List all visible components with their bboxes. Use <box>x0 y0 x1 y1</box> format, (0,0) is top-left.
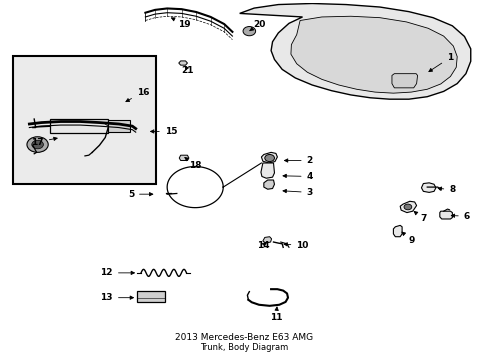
Text: 13: 13 <box>100 293 133 302</box>
Polygon shape <box>264 180 274 189</box>
Text: 18: 18 <box>184 158 201 170</box>
Text: 19: 19 <box>171 18 190 28</box>
Text: 3: 3 <box>283 188 312 197</box>
Polygon shape <box>399 201 416 213</box>
Text: 4: 4 <box>283 172 312 181</box>
Polygon shape <box>261 163 274 178</box>
Circle shape <box>264 154 274 162</box>
Polygon shape <box>263 237 271 243</box>
Text: 20: 20 <box>249 19 264 31</box>
Polygon shape <box>439 211 451 219</box>
Text: 9: 9 <box>401 232 414 245</box>
Circle shape <box>243 27 255 36</box>
Text: 2: 2 <box>284 156 312 165</box>
Text: 21: 21 <box>182 66 194 75</box>
Polygon shape <box>290 16 456 93</box>
Text: 7: 7 <box>413 211 426 224</box>
Text: 6: 6 <box>450 212 469 221</box>
Polygon shape <box>179 61 187 65</box>
Circle shape <box>27 137 48 152</box>
Text: 1: 1 <box>428 53 452 72</box>
Circle shape <box>32 140 43 149</box>
Bar <box>108 120 130 132</box>
Polygon shape <box>421 183 435 192</box>
Text: 15: 15 <box>150 127 177 136</box>
Polygon shape <box>391 74 417 88</box>
Text: 16: 16 <box>125 87 149 102</box>
Bar <box>137 291 165 302</box>
Text: Trunk, Body Diagram: Trunk, Body Diagram <box>200 343 288 352</box>
Text: 12: 12 <box>100 268 134 277</box>
Text: 17: 17 <box>31 137 57 147</box>
Bar <box>50 119 108 132</box>
FancyBboxPatch shape <box>13 56 156 184</box>
Text: 5: 5 <box>127 190 152 199</box>
Polygon shape <box>179 155 188 161</box>
Circle shape <box>403 204 411 210</box>
Text: 10: 10 <box>284 241 308 250</box>
Polygon shape <box>393 225 401 237</box>
Text: 11: 11 <box>269 307 282 322</box>
Polygon shape <box>239 4 470 99</box>
Text: 2013 Mercedes-Benz E63 AMG: 2013 Mercedes-Benz E63 AMG <box>175 333 313 342</box>
Polygon shape <box>261 152 277 163</box>
Text: 14: 14 <box>256 241 268 250</box>
Text: 8: 8 <box>437 185 455 194</box>
